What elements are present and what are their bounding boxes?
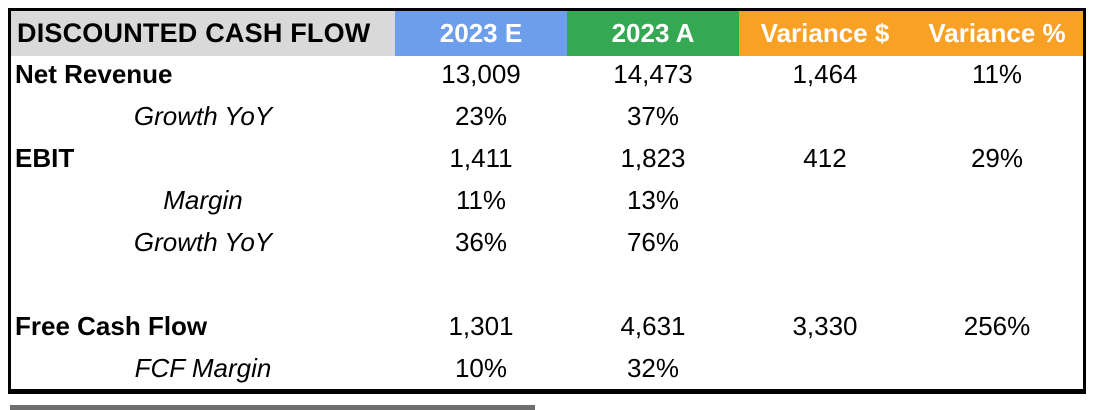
cell-fcf-variance-percent: 256% xyxy=(963,310,1031,341)
cell-net-revenue-variance-dollar: 1,464 xyxy=(792,58,858,89)
cell-blank-variance-percent xyxy=(911,263,1083,305)
cell-fcf-margin-variance-percent xyxy=(911,347,1083,389)
cell-ebit-growth-actual: 76% xyxy=(626,226,680,257)
cell-revenue-growth-actual: 37% xyxy=(626,100,680,131)
cell-fcf-margin-actual: 32% xyxy=(626,352,680,383)
next-section-top-edge xyxy=(10,405,535,410)
cell-net-revenue-variance-percent: 11% xyxy=(971,58,1023,89)
cell-revenue-growth-variance-dollar xyxy=(739,95,911,137)
cell-ebit-growth-variance-dollar xyxy=(739,221,911,263)
cell-revenue-growth-estimate: 23% xyxy=(454,100,508,131)
column-header-2023-estimate: 2023 E xyxy=(395,11,567,56)
column-header-variance-dollar: Variance $ xyxy=(739,11,911,56)
cell-fcf-margin-variance-dollar xyxy=(739,347,911,389)
cell-ebit-margin-estimate: 11% xyxy=(455,184,507,215)
cell-ebit-growth-estimate: 36% xyxy=(454,226,508,257)
row-label-net-revenue: Net Revenue xyxy=(15,58,173,89)
table-title: DISCOUNTED CASH FLOW xyxy=(11,11,395,56)
cell-net-revenue-actual: 14,473 xyxy=(613,58,693,89)
cell-ebit-variance-dollar: 412 xyxy=(803,142,847,173)
cell-revenue-growth-variance-percent xyxy=(911,95,1083,137)
row-label-blank xyxy=(11,263,395,305)
cell-fcf-margin-estimate: 10% xyxy=(454,352,508,383)
row-label-ebit-growth-yoy: Growth YoY xyxy=(133,226,273,257)
row-label-revenue-growth-yoy: Growth YoY xyxy=(133,100,273,131)
cell-fcf-estimate: 1,301 xyxy=(448,310,514,341)
cell-fcf-variance-dollar: 3,330 xyxy=(792,310,858,341)
cell-blank-estimate xyxy=(395,263,567,305)
cell-blank-variance-dollar xyxy=(739,263,911,305)
dcf-table: DISCOUNTED CASH FLOW 2023 E 2023 A Varia… xyxy=(8,8,1086,394)
row-label-fcf-margin: FCF Margin xyxy=(134,352,272,383)
row-label-ebit: EBIT xyxy=(15,142,75,173)
cell-ebit-variance-percent: 29% xyxy=(970,142,1024,173)
cell-ebit-margin-variance-percent xyxy=(911,179,1083,221)
cell-fcf-actual: 4,631 xyxy=(620,310,686,341)
cell-ebit-margin-actual: 13% xyxy=(626,184,680,215)
row-label-free-cash-flow: Free Cash Flow xyxy=(15,310,208,341)
cell-blank-actual xyxy=(567,263,739,305)
cell-ebit-estimate: 1,411 xyxy=(449,142,513,173)
row-label-ebit-margin: Margin xyxy=(163,184,243,215)
cell-net-revenue-estimate: 13,009 xyxy=(441,58,521,89)
cell-ebit-margin-variance-dollar xyxy=(739,179,911,221)
cell-ebit-actual: 1,823 xyxy=(620,142,686,173)
column-header-2023-actual: 2023 A xyxy=(567,11,739,56)
cell-ebit-growth-variance-percent xyxy=(911,221,1083,263)
column-header-variance-percent: Variance % xyxy=(911,11,1083,56)
